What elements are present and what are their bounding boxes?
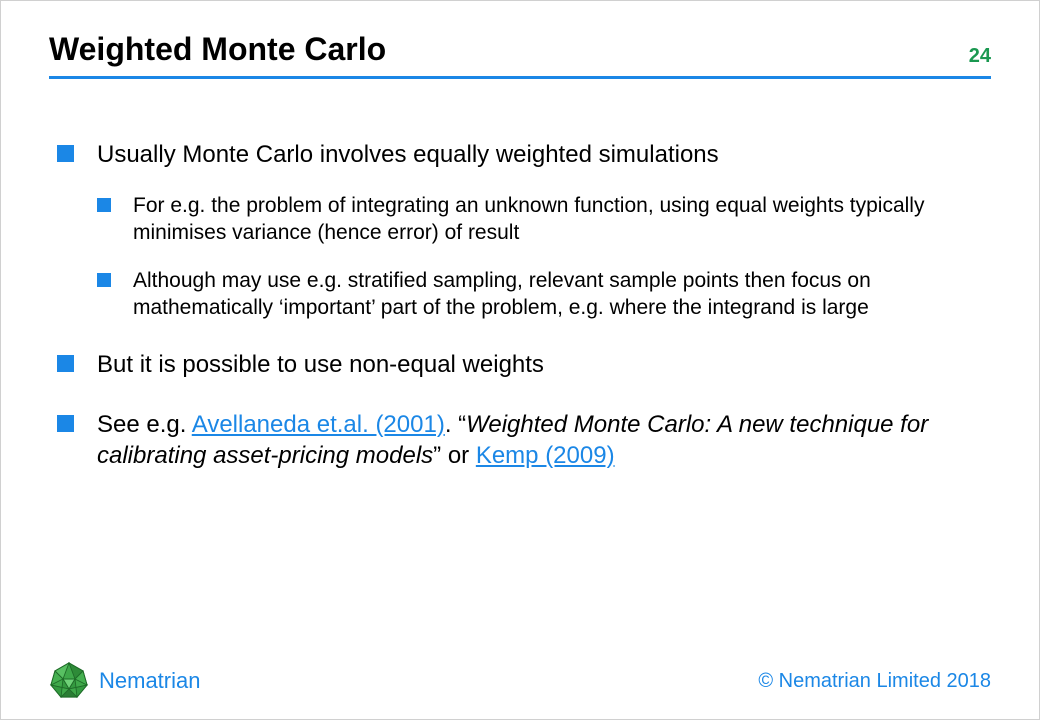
slide-footer: Nematrian © Nematrian Limited 2018 [49, 653, 991, 701]
bullet-text-mid: ” or [433, 442, 476, 469]
slide-content: Usually Monte Carlo involves equally wei… [49, 79, 991, 653]
slide-title: Weighted Monte Carlo [49, 31, 386, 68]
sub-bullet-item: Although may use e.g. stratified samplin… [97, 267, 983, 322]
sub-bullet-text: For e.g. the problem of integrating an u… [133, 194, 924, 244]
bullet-list: Usually Monte Carlo involves equally wei… [57, 139, 983, 471]
bullet-item: But it is possible to use non-equal weig… [57, 349, 983, 380]
bullet-text: But it is possible to use non-equal weig… [97, 351, 544, 378]
reference-link[interactable]: Kemp (2009) [476, 442, 615, 469]
sub-bullet-text: Although may use e.g. stratified samplin… [133, 269, 871, 319]
bullet-text-mid: . “ [445, 411, 466, 438]
bullet-item: See e.g. Avellaneda et.al. (2001). “Weig… [57, 409, 983, 471]
brand: Nematrian [49, 661, 200, 701]
slide: Weighted Monte Carlo 24 Usually Monte Ca… [1, 1, 1039, 719]
bullet-text: Usually Monte Carlo involves equally wei… [97, 141, 719, 168]
brand-logo-icon [49, 661, 89, 701]
brand-name: Nematrian [99, 668, 200, 694]
sub-bullet-item: For e.g. the problem of integrating an u… [97, 192, 983, 247]
reference-link[interactable]: Avellaneda et.al. (2001) [192, 411, 445, 438]
page-number: 24 [969, 45, 991, 68]
bullet-text-prefix: See e.g. [97, 411, 192, 438]
bullet-item: Usually Monte Carlo involves equally wei… [57, 139, 983, 321]
sub-bullet-list: For e.g. the problem of integrating an u… [97, 192, 983, 321]
copyright-text: © Nematrian Limited 2018 [758, 670, 991, 693]
slide-header: Weighted Monte Carlo 24 [49, 31, 991, 79]
